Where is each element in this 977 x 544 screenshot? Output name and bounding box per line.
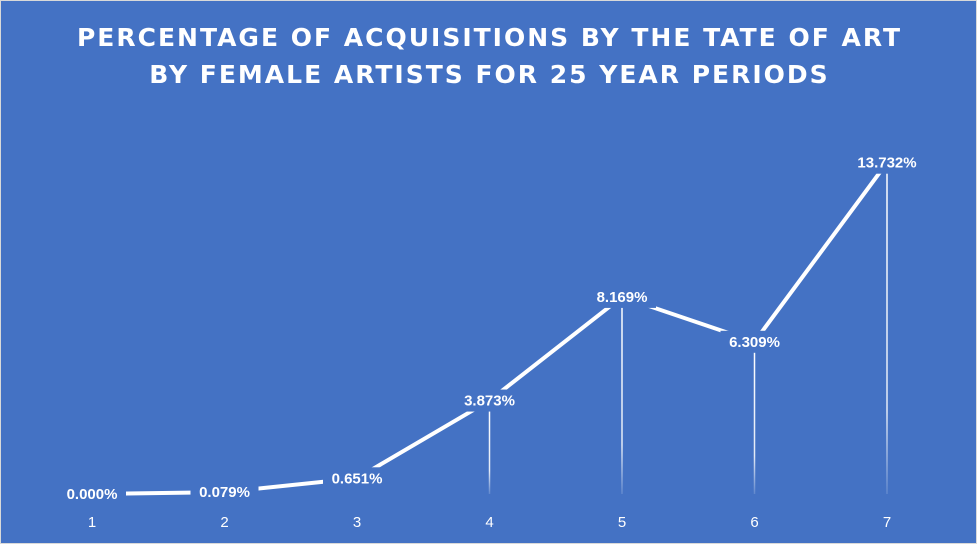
drop-lines bbox=[488, 162, 888, 494]
data-label: 6.309% bbox=[729, 334, 780, 351]
data-label-background bbox=[720, 330, 789, 353]
data-label: 0.000% bbox=[67, 486, 118, 503]
data-labels: 0.000% 0.079% 0.651% 3.873% 8.169% 6.309% 13.7… bbox=[58, 151, 921, 505]
data-label-background bbox=[588, 285, 656, 308]
chart-title-line-1: PERCENTAGE OF ACQUISITIONS BY THE TATE O… bbox=[76, 23, 903, 52]
x-tick-label: 6 bbox=[750, 514, 758, 531]
drop-line bbox=[488, 400, 491, 494]
data-label: 0.651% bbox=[332, 470, 383, 487]
drop-line bbox=[886, 162, 888, 494]
x-axis-tick-labels: 1 2 3 4 5 6 7 bbox=[88, 514, 891, 531]
chart-title-line-2: BY FEMALE ARTISTS FOR 25 YEAR PERIODS bbox=[149, 60, 830, 89]
data-label: 8.169% bbox=[597, 289, 648, 306]
drop-line bbox=[753, 341, 756, 494]
data-label-background bbox=[455, 389, 524, 412]
x-tick-label: 3 bbox=[353, 514, 361, 531]
x-tick-label: 4 bbox=[485, 514, 493, 531]
data-label-background bbox=[323, 467, 391, 490]
data-label: 3.873% bbox=[464, 393, 515, 410]
drop-line bbox=[621, 296, 623, 494]
data-label-background bbox=[58, 483, 126, 505]
x-tick-label: 2 bbox=[220, 514, 228, 531]
x-tick-label: 7 bbox=[883, 514, 891, 531]
chart-title: PERCENTAGE OF ACQUISITIONS BY THE TATE O… bbox=[1, 19, 976, 93]
x-tick-label: 5 bbox=[618, 514, 626, 531]
data-label: 13.732% bbox=[857, 155, 916, 172]
data-label-background bbox=[853, 151, 921, 174]
x-tick-label: 1 bbox=[88, 514, 96, 531]
data-label: 0.079% bbox=[199, 484, 250, 501]
data-label-background bbox=[190, 481, 259, 504]
